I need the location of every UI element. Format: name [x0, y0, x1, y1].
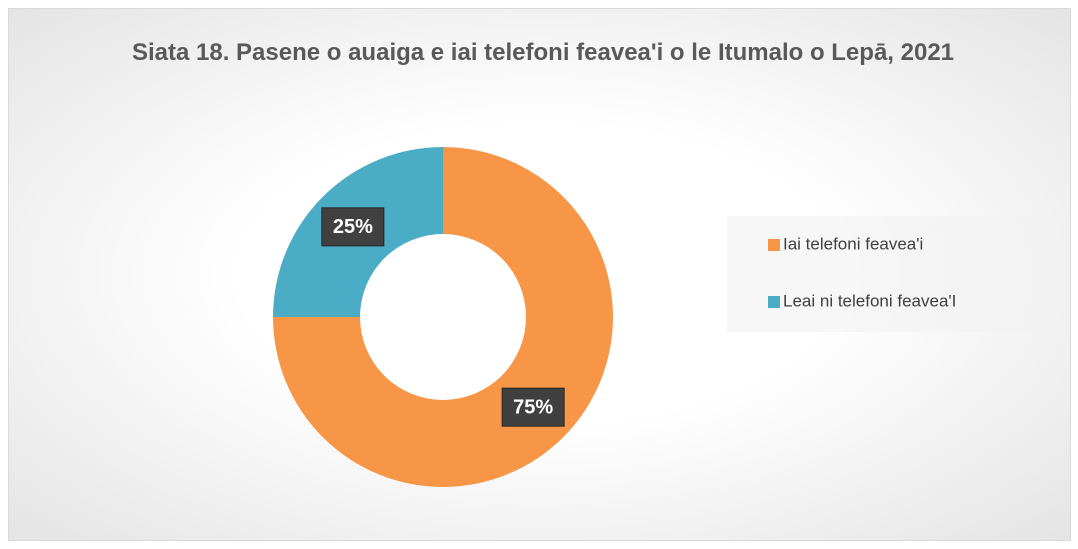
- value-label-box: [501, 387, 565, 427]
- chart-title: Siata 18. Pasene o auaiga e iai telefoni…: [131, 39, 955, 66]
- value-label: 25%: [333, 216, 373, 238]
- value-label: 75%: [513, 396, 553, 418]
- legend-swatch: [768, 296, 780, 308]
- legend-label: Iai telefoni feavea'i: [783, 234, 923, 253]
- legend-box: [727, 216, 1054, 332]
- value-label-box: [321, 207, 385, 247]
- legend-swatch: [768, 239, 780, 251]
- legend-label: Leai ni telefoni feavea'I: [783, 291, 956, 310]
